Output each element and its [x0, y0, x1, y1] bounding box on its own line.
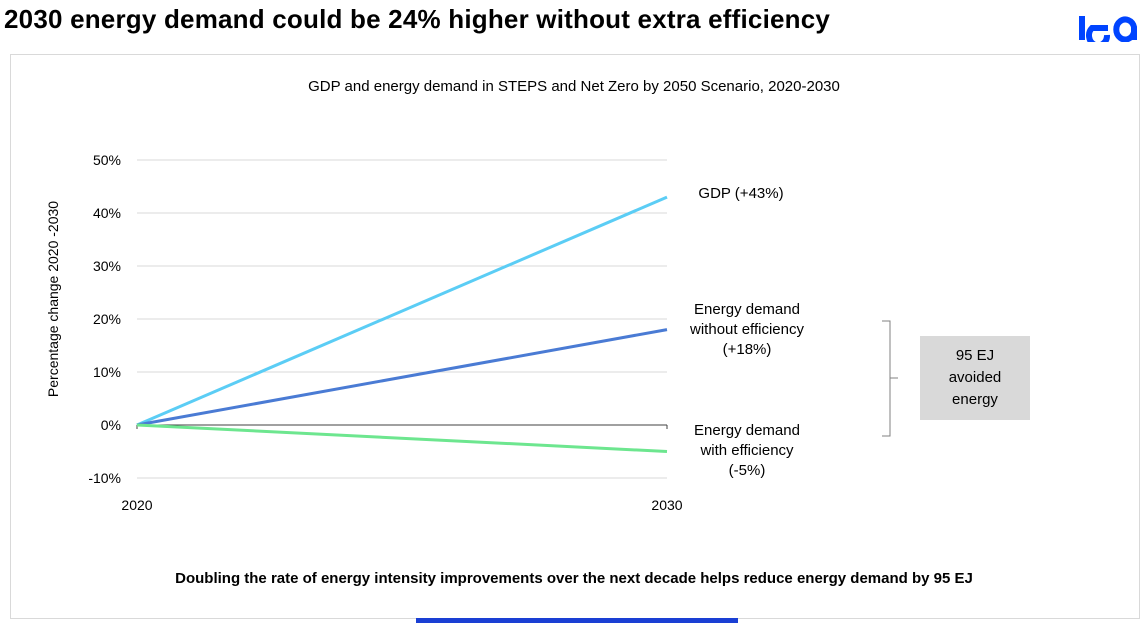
- series-label-gdp: GDP (+43%): [698, 185, 784, 202]
- avoided-energy-callout: 95 EJ avoided energy: [920, 336, 1030, 420]
- series-label-with-efficiency: Energy demand with efficiency (-5%): [694, 422, 800, 479]
- y-tick-label: -10%: [88, 470, 121, 486]
- series-line-2: [136, 423, 668, 453]
- series-line-1: [136, 328, 668, 427]
- iea-logo: [1079, 16, 1137, 42]
- y-tick-label: 0%: [101, 417, 121, 433]
- y-axis-label: Percentage change 2020 -2030: [45, 201, 61, 397]
- y-tick-label: 30%: [93, 258, 121, 274]
- y-tick-label: 50%: [93, 152, 121, 168]
- page-title: 2030 energy demand could be 24% higher w…: [4, 4, 831, 34]
- footnote: Doubling the rate of energy intensity im…: [175, 570, 973, 587]
- x-tick-label: 2020: [121, 497, 152, 513]
- accent-bar: [416, 618, 738, 623]
- series-line-0: [136, 195, 668, 427]
- chart-title: GDP and energy demand in STEPS and Net Z…: [308, 78, 840, 95]
- series-label-without-efficiency: Energy demand without efficiency (+18%): [690, 301, 804, 358]
- y-tick-label: 10%: [93, 364, 121, 380]
- x-tick-label: 2030: [651, 497, 682, 513]
- y-tick-label: 20%: [93, 311, 121, 327]
- y-tick-label: 40%: [93, 205, 121, 221]
